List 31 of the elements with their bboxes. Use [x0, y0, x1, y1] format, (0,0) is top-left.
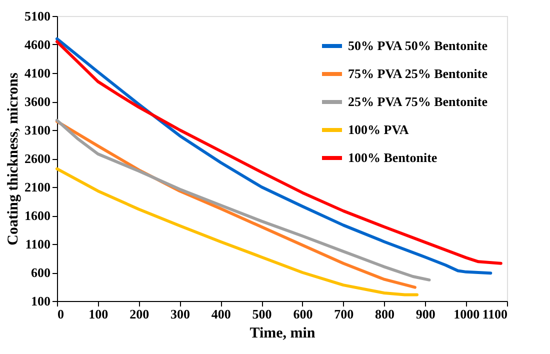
legend-label: 50% PVA 50% Bentonite [348, 38, 488, 53]
legend-label: 100% PVA [348, 122, 410, 137]
x-tick-label: 800 [375, 306, 395, 322]
x-tick-label: 100 [88, 306, 108, 322]
x-tick-label: 400 [211, 306, 231, 322]
x-tick-label: 200 [130, 306, 150, 322]
line-series [56, 167, 418, 296]
x-tick-label: 900 [416, 306, 436, 322]
y-tick-label: 1100 [25, 236, 50, 252]
x-axis-title: Time, min [250, 326, 316, 342]
y-tick-label: 5100 [24, 8, 50, 24]
legend-label: 75% PVA 25% Bentonite [348, 66, 488, 81]
y-tick-label: 3600 [24, 94, 50, 109]
x-tick-label: 1100 [482, 306, 508, 322]
y-tick-label: 600 [31, 265, 50, 280]
y-axis-title: Coating thickness, microns [6, 72, 22, 246]
x-tick-label: 700 [334, 306, 354, 322]
y-tick-label: 2100 [24, 180, 50, 194]
y-tick-label: 2600 [24, 151, 50, 166]
y-tick-label: 1600 [24, 208, 50, 223]
x-tick-label: 1000 [454, 306, 480, 322]
y-tick-label: 4600 [24, 37, 50, 52]
y-tick-label: 4100 [24, 66, 50, 80]
legend-label: 25% PVA 75% Bentonite [348, 94, 488, 109]
x-tick-label: 0 [58, 306, 64, 322]
y-tick-label: 100 [31, 294, 50, 308]
x-tick-label: 600 [293, 306, 313, 322]
legend-label: 100% Bentonite [348, 150, 438, 165]
y-tick-label: 3100 [24, 122, 50, 138]
x-tick-label: 500 [252, 306, 272, 322]
x-tick-label: 300 [170, 306, 190, 322]
